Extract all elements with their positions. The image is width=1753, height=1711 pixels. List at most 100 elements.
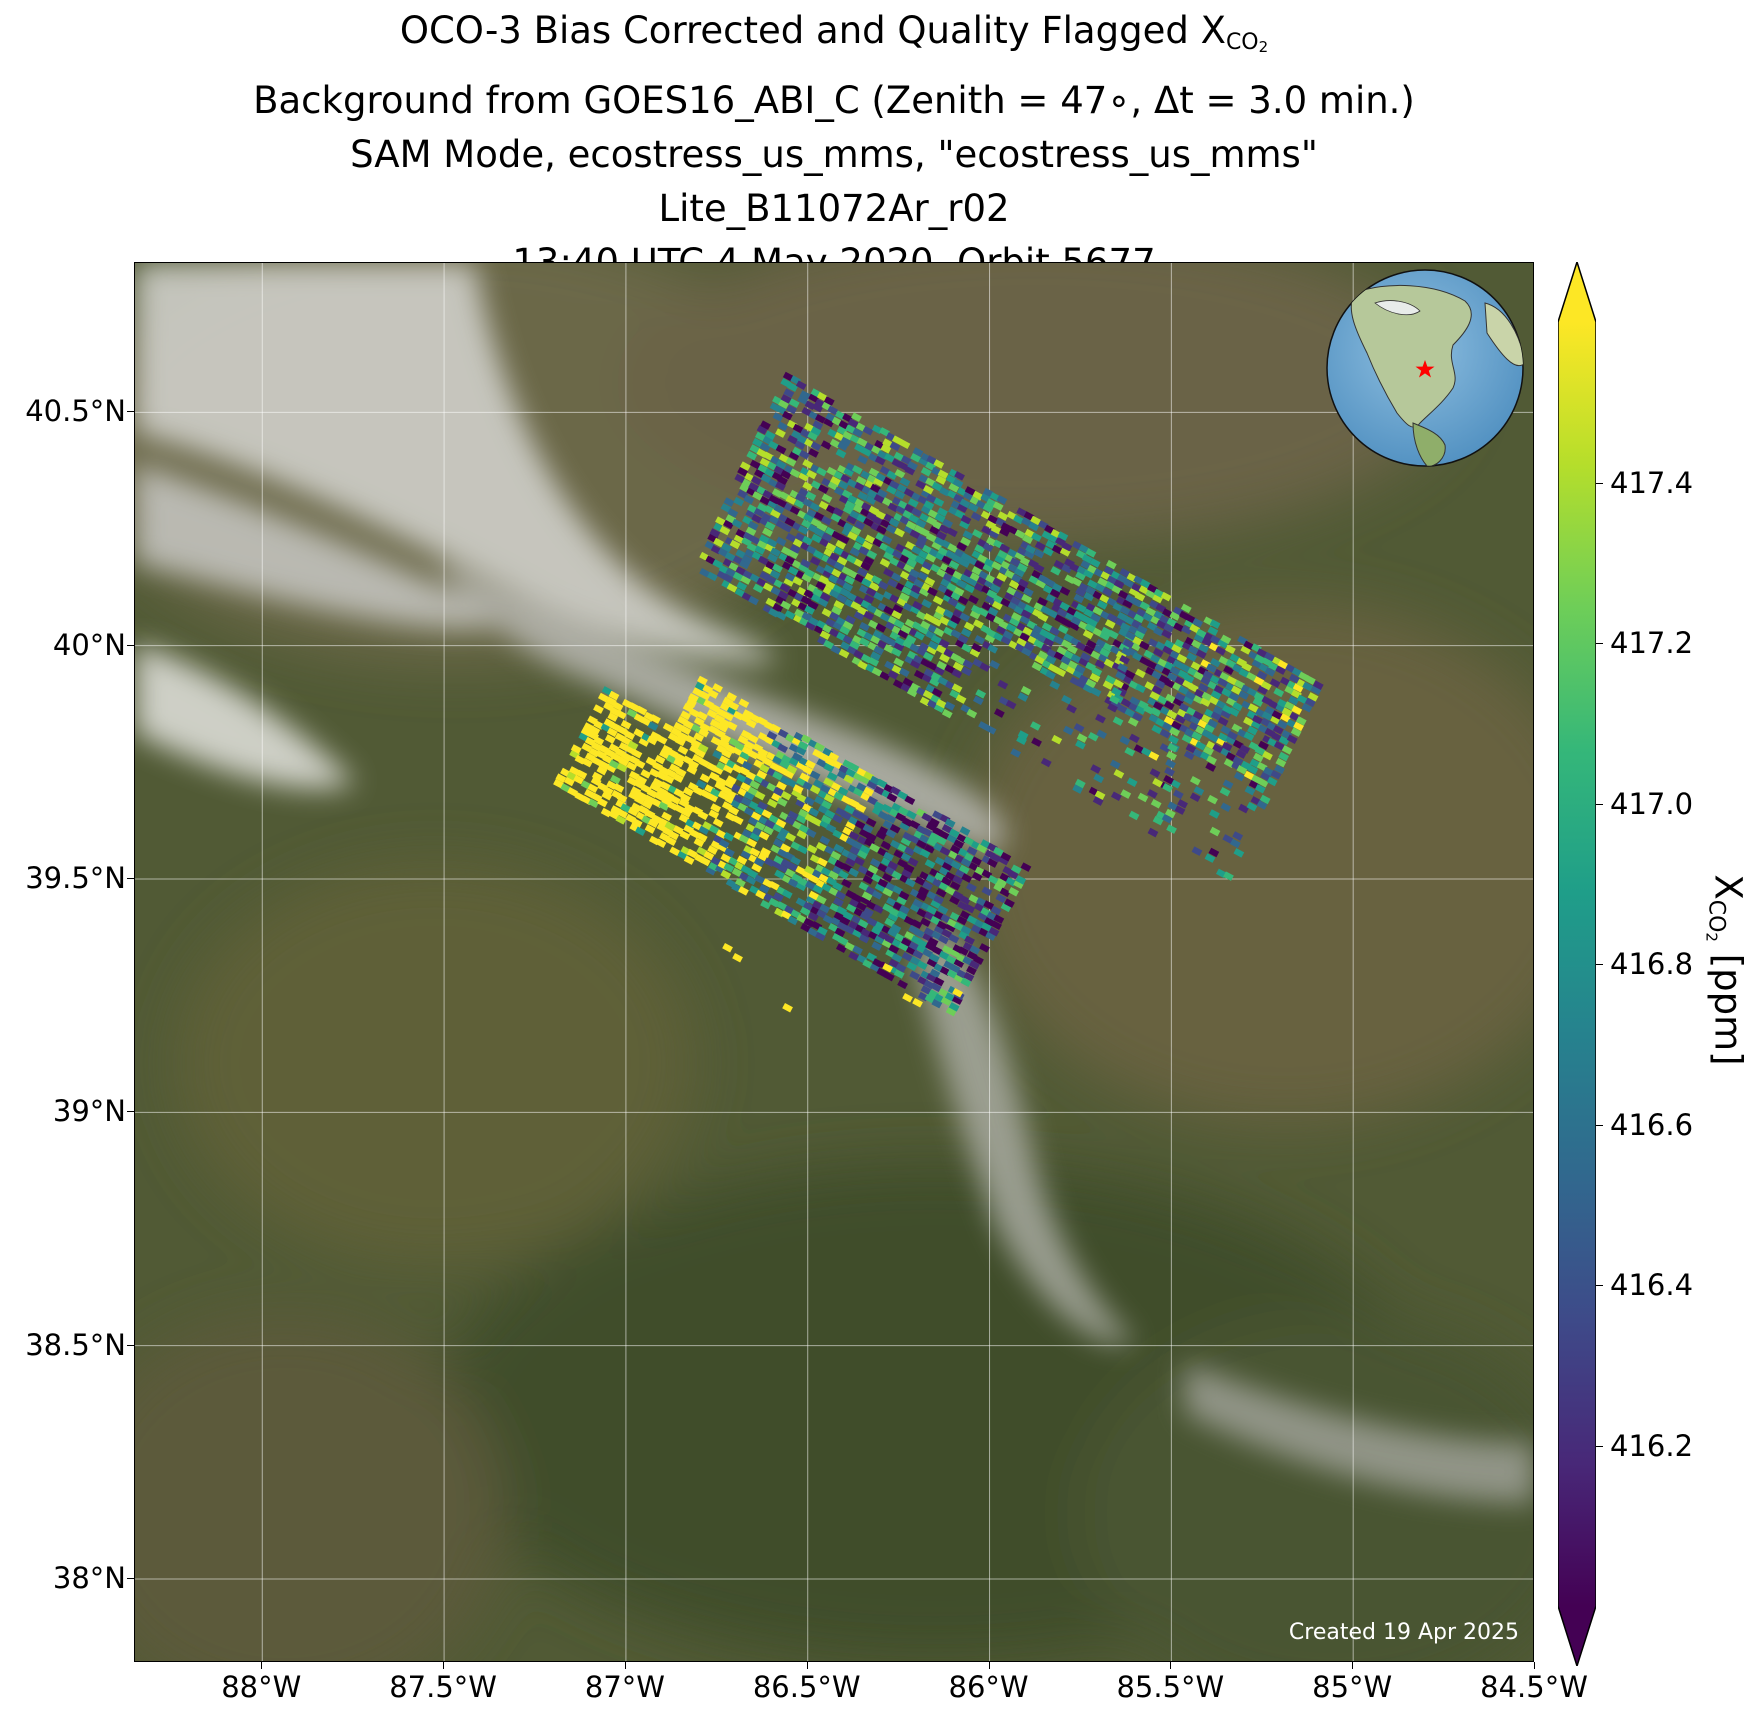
sounding-pixel (1080, 560, 1092, 570)
sounding-pixel (952, 890, 964, 901)
map-canvas[interactable] (135, 263, 1534, 1662)
sounding-pixel (892, 885, 903, 895)
sounding-pixel (983, 900, 995, 910)
sounding-pixel (937, 676, 949, 686)
sounding-pixel (729, 539, 741, 550)
sounding-pixel (883, 567, 894, 578)
sounding-pixel (1243, 731, 1255, 742)
sounding-pixel (941, 555, 953, 566)
sounding-pixel (792, 423, 804, 434)
sounding-pixel (1209, 657, 1221, 668)
sounding-pixel (949, 880, 961, 891)
sounding-pixel (970, 511, 982, 522)
sounding-pixel (828, 628, 840, 638)
sounding-pixel (818, 500, 830, 511)
sounding-pixel (916, 534, 928, 544)
sounding-pixel (778, 399, 789, 410)
sounding-pixel (832, 881, 844, 892)
sounding-pixel (809, 502, 821, 512)
sounding-pixel (1096, 729, 1108, 740)
sounding-pixel (1054, 614, 1066, 624)
sounding-pixel (971, 529, 983, 539)
sounding-pixel (678, 813, 690, 824)
sounding-pixel (660, 781, 671, 791)
sounding-pixel (929, 968, 941, 979)
sounding-pixel (802, 498, 814, 508)
sounding-pixel (738, 886, 749, 896)
sounding-pixel (705, 865, 717, 876)
sounding-pixel (1174, 676, 1186, 686)
sounding-pixel (1222, 779, 1234, 790)
sounding-pixel (810, 426, 822, 436)
sounding-pixel (1150, 798, 1162, 809)
sounding-pixel (952, 875, 964, 885)
sounding-pixel (848, 830, 860, 841)
sounding-pixel (726, 692, 737, 702)
sounding-pixel (1057, 624, 1069, 635)
sounding-pixel (897, 979, 908, 990)
sounding-pixel (753, 507, 765, 518)
sounding-pixel (696, 846, 708, 857)
sounding-pixel (591, 741, 602, 752)
sounding-pixel (898, 592, 910, 602)
sounding-pixel (893, 619, 905, 629)
sounding-pixel (869, 962, 881, 973)
sounding-pixel (781, 889, 793, 899)
sounding-pixel (1173, 622, 1184, 632)
sounding-pixel (1051, 544, 1063, 555)
sounding-pixel (762, 527, 773, 538)
sounding-pixel (920, 620, 931, 631)
sounding-pixel (779, 759, 791, 770)
sounding-pixel (819, 630, 831, 640)
sounding-pixel (1097, 577, 1109, 587)
sounding-pixel (1246, 671, 1257, 682)
sounding-pixel (860, 561, 872, 571)
sounding-pixel (732, 952, 743, 963)
sounding-pixel (879, 633, 891, 644)
sounding-pixel (756, 539, 768, 550)
sounding-pixel (1169, 611, 1181, 621)
sounding-pixel (740, 796, 752, 807)
sounding-pixel (941, 861, 953, 872)
sounding-pixel (1045, 670, 1056, 680)
sounding-pixel (668, 830, 680, 841)
sounding-pixel (924, 993, 936, 1004)
sounding-pixel (804, 605, 815, 615)
map-panel[interactable]: Created 19 Apr 2025 (134, 262, 1534, 1662)
sounding-pixel (887, 912, 899, 922)
sounding-pixel (908, 514, 920, 524)
sounding-pixel (667, 732, 679, 743)
sounding-pixel (902, 677, 914, 688)
sounding-pixel (807, 431, 819, 441)
inset-globe (1326, 269, 1524, 467)
sounding-pixel (879, 558, 891, 568)
lat-tick-label: 39°N (52, 1094, 126, 1129)
sounding-pixel (918, 886, 929, 896)
sounding-pixel (934, 856, 946, 867)
sounding-pixel (707, 845, 718, 855)
sounding-pixel (946, 969, 958, 979)
sounding-pixel (665, 836, 677, 847)
sounding-pixel (835, 448, 847, 459)
sounding-pixel (613, 783, 625, 793)
sounding-pixel (1129, 696, 1141, 706)
sounding-pixel (1220, 709, 1232, 719)
sounding-pixel (1183, 750, 1195, 761)
sounding-pixel (745, 718, 757, 729)
sounding-pixel (726, 775, 737, 785)
sounding-pixel (728, 806, 740, 816)
sounding-pixel (1208, 809, 1220, 819)
sounding-pixel (931, 617, 943, 627)
sounding-pixel (949, 844, 961, 855)
sounding-pixel (968, 594, 979, 605)
sounding-pixel (822, 914, 834, 925)
sounding-pixel (1254, 746, 1266, 756)
sounding-pixel (920, 467, 932, 477)
sounding-pixel (720, 733, 732, 744)
sounding-pixel (933, 894, 944, 905)
sounding-pixel (616, 762, 628, 773)
sounding-pixel (774, 869, 785, 880)
sounding-pixel (1016, 507, 1028, 517)
sounding-pixel (1146, 789, 1158, 799)
sounding-pixel (776, 901, 788, 911)
